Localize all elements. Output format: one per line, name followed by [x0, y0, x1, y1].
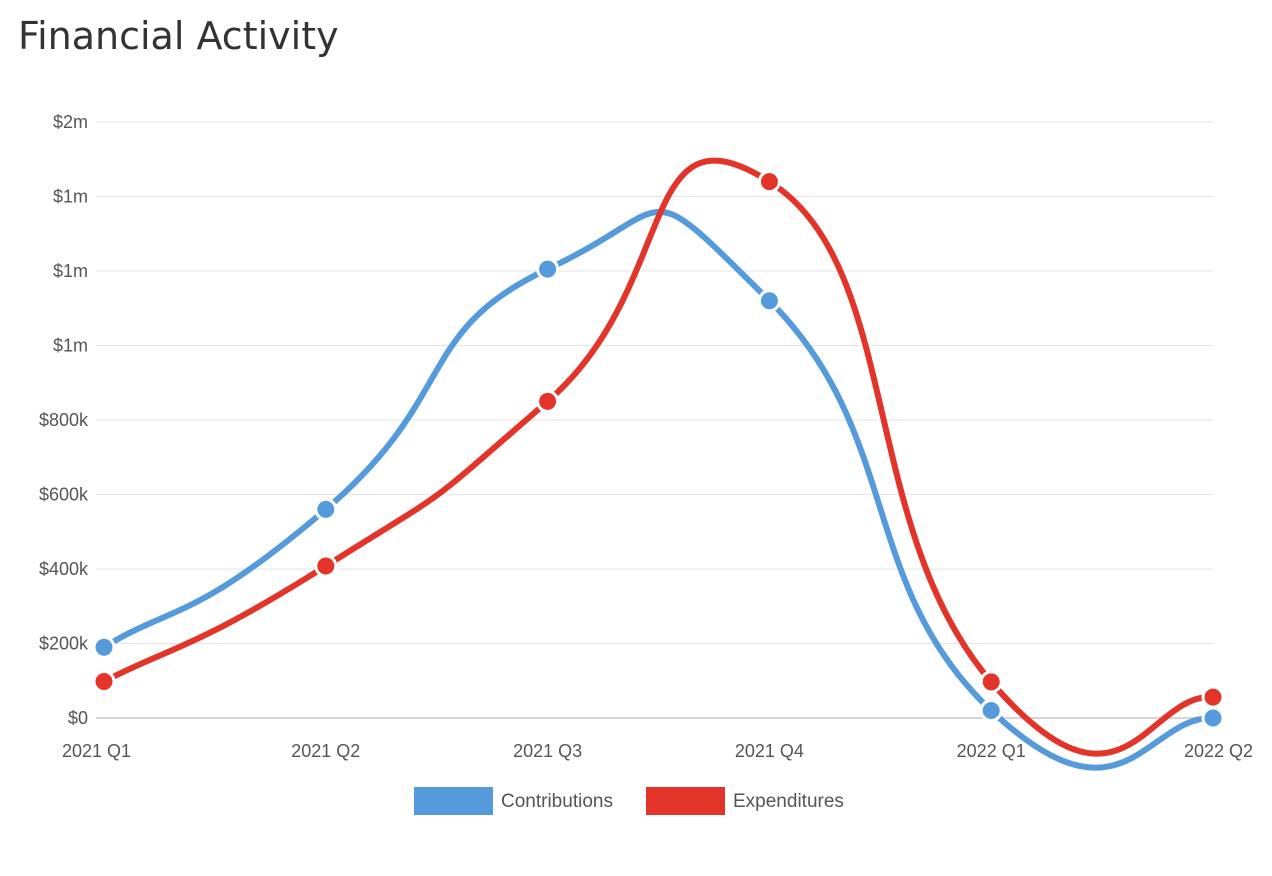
y-tick-label: $1m	[53, 336, 88, 356]
data-point-contributions[interactable]	[979, 699, 1003, 723]
data-point-contributions[interactable]	[536, 257, 560, 281]
y-tick-label: $1m	[53, 187, 88, 207]
legend-label: Contributions	[501, 791, 613, 812]
y-tick-label: $400k	[39, 559, 89, 579]
y-tick-label: $200k	[39, 634, 89, 654]
legend-item-contributions[interactable]: Contributions	[414, 787, 613, 815]
data-point-expenditures[interactable]	[979, 670, 1003, 694]
x-tick-label: 2021 Q4	[735, 741, 804, 761]
series-line-contributions	[101, 208, 1216, 771]
legend-swatch	[646, 787, 725, 815]
data-point-expenditures[interactable]	[757, 170, 781, 194]
data-point-expenditures[interactable]	[536, 389, 560, 413]
x-tick-label: 2022 Q2	[1184, 741, 1253, 761]
x-tick-label: 2021 Q3	[513, 741, 582, 761]
x-tick-label: 2021 Q1	[62, 741, 131, 761]
y-tick-label: $800k	[39, 410, 89, 430]
data-point-expenditures[interactable]	[1201, 685, 1225, 709]
x-axis-tick-labels: 2021 Q1 2021 Q2 2021 Q3 2021 Q4 2022 Q1 2022 …	[62, 741, 1253, 761]
page-title: Financial Activity	[18, 14, 339, 58]
legend-swatch	[414, 787, 493, 815]
data-point-contributions[interactable]	[757, 289, 781, 313]
legend-label: Expenditures	[733, 791, 844, 812]
series-lines	[101, 157, 1216, 771]
data-point-contributions[interactable]	[1201, 706, 1225, 730]
series-line-expenditures	[101, 157, 1216, 757]
y-tick-label: $600k	[39, 485, 89, 505]
data-point-contributions[interactable]	[314, 497, 338, 521]
data-point-expenditures[interactable]	[314, 554, 338, 578]
y-tick-label: $0	[68, 708, 88, 728]
legend: Contributions Expenditures	[414, 787, 844, 815]
y-tick-label: $2m	[53, 112, 88, 132]
gridlines	[96, 121, 1213, 719]
data-point-expenditures[interactable]	[92, 669, 116, 693]
legend-item-expenditures[interactable]: Expenditures	[646, 787, 844, 815]
data-point-contributions[interactable]	[92, 635, 116, 659]
y-tick-label: $1m	[53, 261, 88, 281]
series-points	[92, 170, 1225, 730]
x-tick-label: 2022 Q1	[957, 741, 1026, 761]
x-tick-label: 2021 Q2	[291, 741, 360, 761]
y-axis-tick-labels: $0 $200k $400k $600k $800k $1m $1m $1m $2m	[39, 112, 89, 728]
